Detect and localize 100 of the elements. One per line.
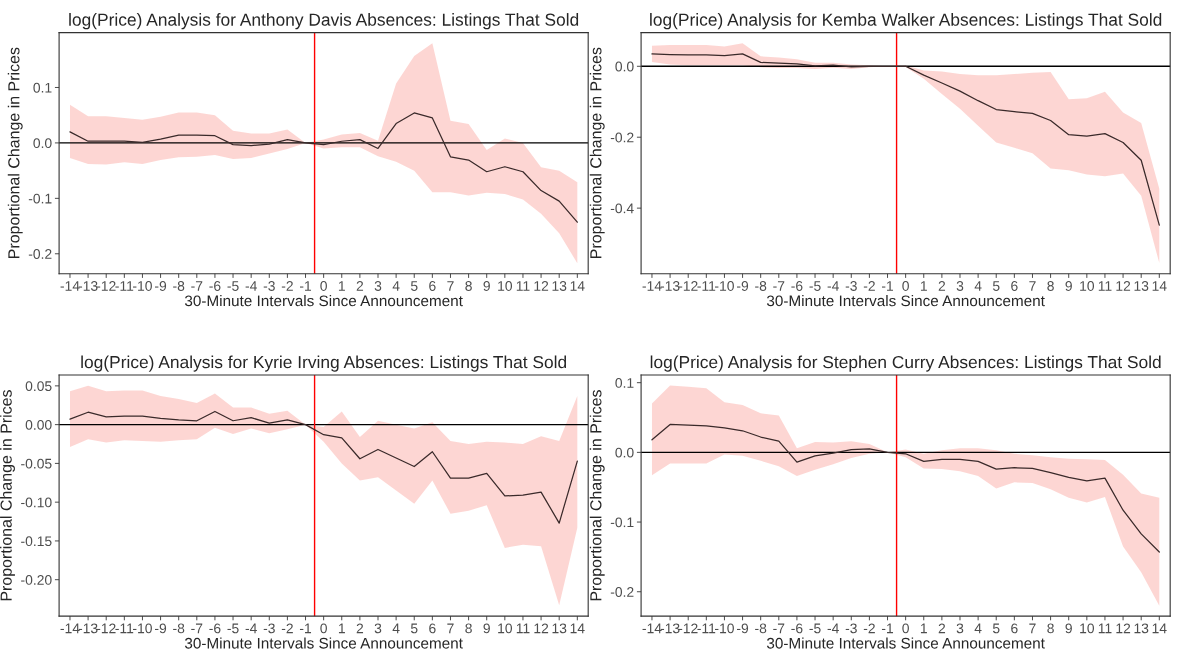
x-tick-label: 12 — [1116, 281, 1131, 291]
x-tick-label: -12 — [678, 623, 698, 634]
x-tick-label: -8 — [755, 281, 767, 291]
y-tick-label: 0.0 — [33, 138, 52, 149]
y-axis-title: Proportional Change in Prices — [589, 47, 605, 258]
x-tick-label: -2 — [863, 623, 875, 634]
chart-title: log(Price) Analysis for Kemba Walker Absences: Listings That Sold — [650, 13, 1162, 30]
x-tick-label: 7 — [1029, 281, 1036, 291]
x-tick-label: -9 — [155, 623, 167, 634]
x-tick-label: 12 — [534, 281, 549, 291]
x-tick-label: -6 — [209, 623, 221, 634]
x-tick-label: -7 — [773, 281, 785, 291]
x-axis-title: 30-Minute Intervals Since Announcement — [184, 295, 463, 307]
x-tick-label: -13 — [660, 281, 680, 291]
x-tick-label: 11 — [516, 281, 530, 291]
y-tick-label: -0.4 — [610, 203, 634, 214]
x-tick-label: 6 — [429, 623, 436, 634]
x-tick-label: -10 — [133, 623, 152, 634]
x-tick-label: 0 — [320, 623, 327, 634]
y-tick-label: 0.05 — [25, 381, 52, 392]
x-tick-label: -4 — [827, 281, 839, 291]
x-tick-label: 0 — [902, 281, 909, 291]
x-tick-label: -11 — [115, 623, 134, 634]
x-tick-label: 6 — [1011, 623, 1018, 634]
x-tick-label: -5 — [809, 281, 821, 291]
x-tick-label: 5 — [410, 281, 418, 291]
chart-title: log(Price) Analysis for Anthony Davis Absences: Listings That Sold — [69, 13, 579, 30]
x-tick-label: 11 — [1098, 281, 1112, 291]
x-tick-label: 14 — [570, 281, 585, 291]
x-tick-label: -12 — [96, 281, 116, 291]
x-tick-label: 2 — [356, 281, 364, 291]
y-axis-title: Proportional Change in Prices — [7, 47, 23, 258]
y-tick-label: -0.15 — [21, 536, 52, 547]
x-tick-label: 2 — [356, 623, 364, 634]
x-tick-label: -4 — [245, 623, 257, 634]
x-tick-label: 1 — [920, 281, 927, 291]
y-tick-label: -0.2 — [28, 249, 52, 259]
x-tick-label: 14 — [570, 623, 585, 634]
x-tick-label: -9 — [155, 281, 167, 291]
y-axis-title: Proportional Change in Prices — [589, 390, 605, 601]
x-tick-label: 14 — [1152, 281, 1167, 291]
x-tick-label: 4 — [392, 281, 400, 291]
x-tick-label: 10 — [1080, 281, 1095, 291]
x-tick-label: -6 — [209, 281, 221, 291]
x-tick-label: -8 — [173, 623, 185, 634]
line-series — [69, 410, 578, 524]
x-tick-label: 2 — [938, 281, 946, 291]
x-tick-label: 11 — [1098, 623, 1112, 634]
x-tick-label: -5 — [227, 281, 239, 291]
x-tick-label: 9 — [1065, 281, 1072, 291]
x-tick-label: -8 — [173, 281, 185, 291]
x-tick-label: -10 — [715, 281, 734, 291]
x-tick-label: -10 — [133, 281, 152, 291]
x-tick-label: -14 — [60, 281, 80, 291]
x-tick-label: -2 — [281, 281, 293, 291]
x-tick-label: -9 — [737, 623, 749, 634]
x-tick-label: 11 — [516, 623, 530, 634]
x-tick-label: 3 — [374, 623, 382, 634]
x-tick-label: 8 — [1047, 623, 1054, 634]
chart-title: log(Price) Analysis for Stephen Curry Absences: Listings That Sold — [650, 355, 1161, 372]
x-tick-label: -13 — [660, 623, 680, 634]
x-tick-label: 4 — [974, 281, 982, 291]
x-tick-label: 14 — [1152, 623, 1167, 634]
x-tick-label: 10 — [498, 623, 513, 634]
x-tick-label: -3 — [845, 623, 857, 634]
x-tick-label: -11 — [697, 623, 716, 634]
line-series — [69, 112, 578, 223]
y-tick-label: -0.2 — [610, 587, 634, 597]
x-tick-label: -10 — [715, 623, 734, 634]
x-tick-label: 4 — [392, 623, 400, 634]
x-tick-label: 13 — [552, 623, 567, 634]
x-tick-label: 0 — [902, 623, 909, 634]
x-tick-label: 1 — [338, 281, 345, 291]
x-tick-label: -11 — [115, 281, 134, 291]
x-axis-title: 30-Minute Intervals Since Announcement — [184, 637, 463, 649]
x-tick-label: 8 — [465, 623, 472, 634]
x-tick-label: 2 — [938, 623, 946, 634]
x-tick-label: 10 — [1080, 623, 1095, 634]
x-tick-label: -1 — [881, 281, 894, 291]
x-tick-label: -3 — [845, 281, 857, 291]
line-series — [651, 423, 1160, 553]
x-tick-label: 12 — [534, 623, 549, 634]
x-tick-label: -12 — [96, 623, 116, 634]
y-tick-label: 0.1 — [33, 82, 52, 93]
x-tick-label: -9 — [737, 281, 749, 291]
x-tick-label: -7 — [773, 623, 785, 634]
x-tick-label: -6 — [791, 623, 803, 634]
x-tick-label: 5 — [992, 623, 1000, 634]
x-tick-label: 1 — [920, 623, 927, 634]
x-axis-title: 30-Minute Intervals Since Announcement — [766, 637, 1045, 649]
x-tick-label: -13 — [78, 623, 98, 634]
x-tick-label: 8 — [465, 281, 472, 291]
x-tick-label: -3 — [263, 623, 275, 634]
y-tick-label: -0.1 — [610, 517, 634, 528]
x-tick-label: -12 — [678, 281, 698, 291]
x-tick-label: 13 — [552, 281, 567, 291]
x-tick-label: 6 — [429, 281, 436, 291]
x-axis-title: 30-Minute Intervals Since Announcement — [766, 295, 1045, 307]
x-tick-label: -1 — [881, 623, 894, 634]
x-tick-label: -14 — [642, 281, 662, 291]
